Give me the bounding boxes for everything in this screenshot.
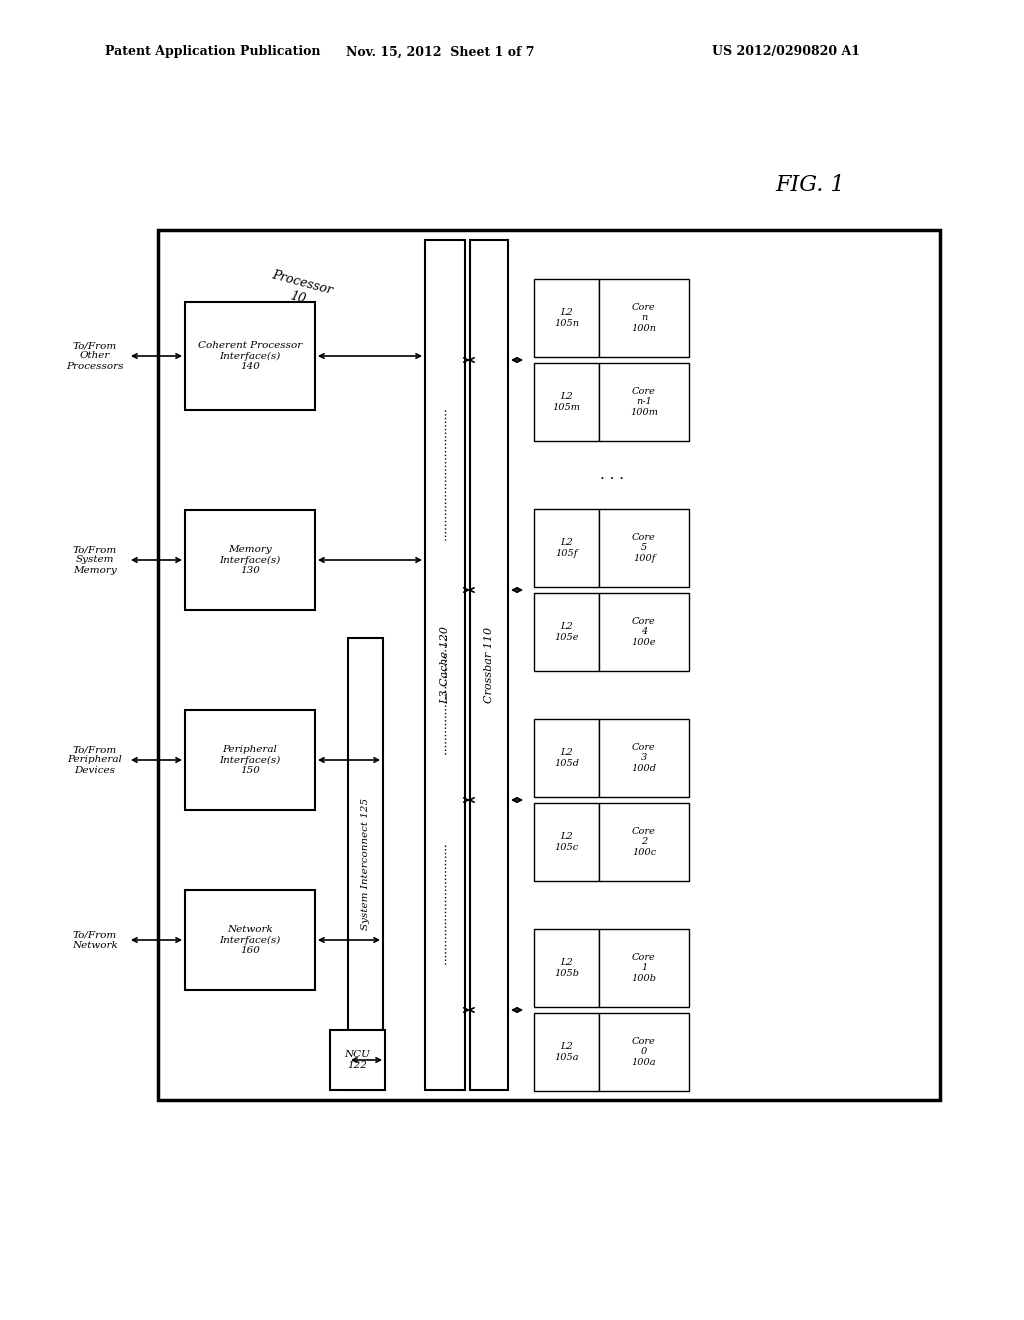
- Text: To/From
Peripheral
Devices: To/From Peripheral Devices: [68, 744, 123, 775]
- Text: L2
105e: L2 105e: [554, 622, 579, 642]
- Text: Memory
Interface(s)
130: Memory Interface(s) 130: [219, 545, 281, 576]
- Text: Patent Application Publication: Patent Application Publication: [105, 45, 321, 58]
- Text: To/From
Network: To/From Network: [72, 931, 118, 949]
- Bar: [185, 302, 315, 411]
- Bar: [599, 279, 689, 356]
- Text: Network
Interface(s)
160: Network Interface(s) 160: [219, 925, 281, 954]
- Text: Processor
10: Processor 10: [266, 268, 334, 312]
- Text: . . .: . . .: [599, 469, 624, 482]
- Text: NCU
122: NCU 122: [344, 1051, 371, 1069]
- Bar: [526, 921, 697, 1100]
- Text: Core
1
100b: Core 1 100b: [632, 953, 656, 983]
- Bar: [330, 1030, 385, 1090]
- Bar: [526, 502, 697, 678]
- Bar: [599, 510, 689, 587]
- Bar: [348, 638, 383, 1090]
- Bar: [599, 929, 689, 1007]
- Bar: [534, 1012, 599, 1092]
- Bar: [425, 240, 465, 1090]
- Text: Core
2
100c: Core 2 100c: [632, 828, 656, 857]
- Text: L2
105b: L2 105b: [554, 958, 579, 978]
- Text: L2
105m: L2 105m: [553, 392, 581, 412]
- Bar: [599, 1012, 689, 1092]
- Bar: [534, 510, 599, 587]
- Bar: [534, 363, 599, 441]
- Text: Coherent Processor
Interface(s)
140: Coherent Processor Interface(s) 140: [198, 341, 302, 371]
- Text: Core
4
100e: Core 4 100e: [632, 618, 656, 647]
- Text: L2
105f: L2 105f: [555, 539, 578, 557]
- Text: Core
n
100n: Core n 100n: [632, 304, 656, 333]
- Text: L3 Cache 120: L3 Cache 120: [440, 626, 450, 704]
- Bar: [158, 230, 940, 1100]
- Text: L2
105d: L2 105d: [554, 748, 579, 768]
- Bar: [185, 710, 315, 810]
- Text: US 2012/0290820 A1: US 2012/0290820 A1: [712, 45, 860, 58]
- Text: L2
105c: L2 105c: [554, 833, 579, 851]
- Text: Core
0
100a: Core 0 100a: [632, 1038, 656, 1067]
- Bar: [526, 271, 697, 449]
- Bar: [599, 719, 689, 797]
- Text: Core
3
100d: Core 3 100d: [632, 743, 656, 774]
- Text: Peripheral
Interface(s)
150: Peripheral Interface(s) 150: [219, 744, 281, 775]
- Bar: [599, 803, 689, 880]
- Text: Crossbar 110: Crossbar 110: [484, 627, 494, 704]
- Text: Core
n-1
100m: Core n-1 100m: [630, 387, 658, 417]
- Bar: [534, 929, 599, 1007]
- Text: Nov. 15, 2012  Sheet 1 of 7: Nov. 15, 2012 Sheet 1 of 7: [346, 45, 535, 58]
- Bar: [526, 711, 697, 888]
- Bar: [185, 510, 315, 610]
- Bar: [534, 279, 599, 356]
- Text: To/From
System
Memory: To/From System Memory: [73, 545, 117, 576]
- Bar: [185, 890, 315, 990]
- Bar: [599, 593, 689, 671]
- Text: System Interconnect 125: System Interconnect 125: [361, 797, 370, 929]
- Bar: [534, 803, 599, 880]
- Bar: [470, 240, 508, 1090]
- Bar: [534, 719, 599, 797]
- Text: L2
105a: L2 105a: [554, 1043, 579, 1061]
- Bar: [534, 593, 599, 671]
- Text: To/From
Other
Processors: To/From Other Processors: [67, 341, 124, 371]
- Text: Core
5
100f: Core 5 100f: [632, 533, 656, 562]
- Text: L2
105n: L2 105n: [554, 309, 579, 327]
- Text: FIG. 1: FIG. 1: [775, 174, 845, 195]
- Bar: [599, 363, 689, 441]
